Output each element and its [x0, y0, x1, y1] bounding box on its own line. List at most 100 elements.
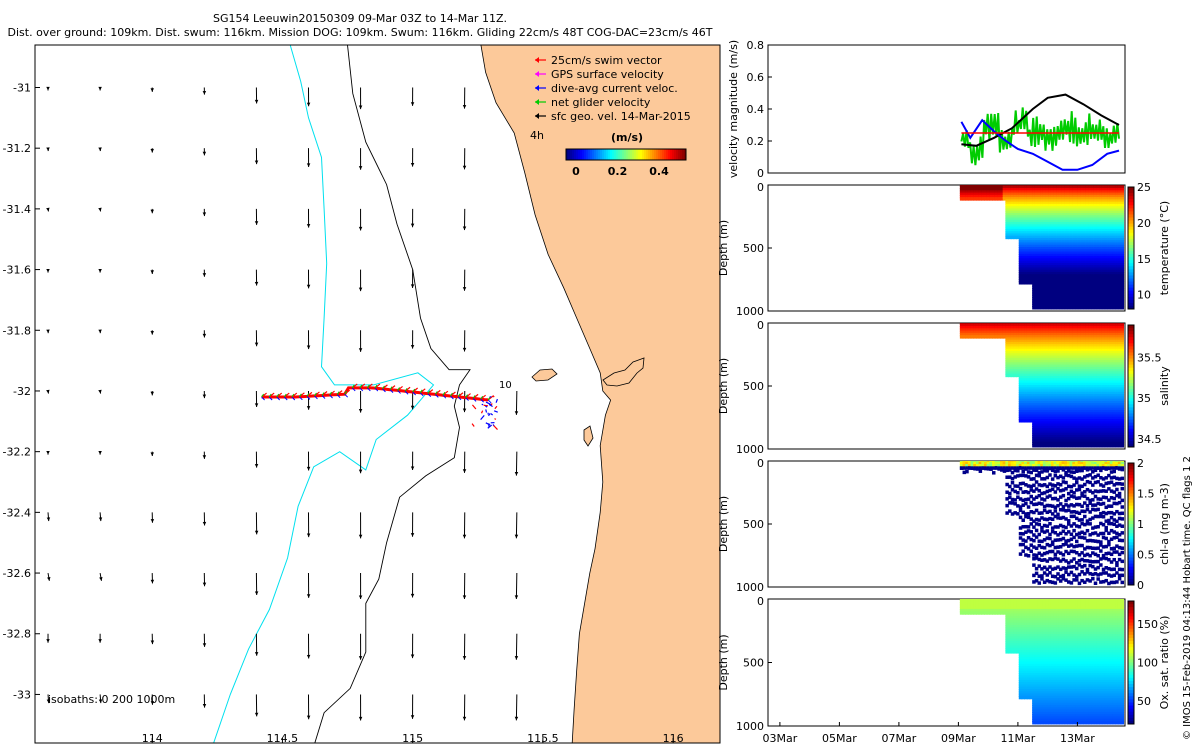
profile-point — [1091, 256, 1095, 260]
profile-point — [1085, 283, 1090, 287]
profile-point — [1099, 375, 1103, 380]
profile-point — [1093, 360, 1098, 364]
profile-point — [1042, 416, 1047, 421]
profile-point — [1037, 233, 1042, 237]
profile-point — [1037, 348, 1042, 353]
profile-point — [1099, 443, 1103, 448]
profile-point — [1008, 350, 1012, 355]
profile-point — [1099, 412, 1103, 416]
profile-point — [1107, 380, 1111, 384]
profile-point — [1080, 375, 1084, 380]
profile-point — [1066, 385, 1071, 389]
profile-point — [1032, 437, 1036, 441]
profile-point — [1117, 294, 1122, 299]
profile-point — [1093, 348, 1098, 353]
profile-point — [1112, 215, 1116, 219]
profile-point — [1040, 382, 1044, 387]
profile-point — [1120, 210, 1125, 215]
profile-point — [1008, 192, 1012, 197]
profile-point — [1107, 208, 1111, 212]
profile-point — [1080, 226, 1084, 231]
profile-point — [1058, 375, 1063, 380]
profile-point — [1064, 222, 1068, 226]
profile-point — [1088, 394, 1092, 398]
profile-point — [1096, 212, 1100, 217]
profile-point — [1085, 330, 1090, 335]
profile-point — [1053, 206, 1058, 210]
profile-point — [1045, 380, 1050, 384]
profile-point — [970, 332, 975, 337]
dive-avg-current-arrow — [450, 395, 454, 400]
profile-point — [1066, 185, 1071, 190]
profile-point — [970, 328, 975, 332]
profile-point — [1018, 240, 1023, 244]
profile-point — [1045, 369, 1050, 373]
profile-point — [1101, 385, 1106, 389]
profile-point — [1029, 373, 1033, 378]
profile-point — [989, 194, 993, 199]
profile-point — [1042, 425, 1047, 430]
profile-point — [1053, 265, 1058, 269]
profile-point — [1080, 428, 1084, 432]
profile-point — [1042, 197, 1047, 201]
profile-point — [1045, 276, 1050, 280]
profile-point — [1050, 419, 1055, 423]
profile-point — [1064, 256, 1068, 260]
profile-point — [1083, 197, 1087, 201]
profile-point — [1064, 337, 1068, 341]
profile-point — [1064, 294, 1068, 299]
profile-point — [1050, 290, 1055, 294]
geo-velocity-arrowhead — [150, 701, 155, 705]
profile-point — [1075, 350, 1079, 355]
profile-point — [1080, 441, 1084, 446]
profile-point — [1064, 231, 1068, 235]
map-colorbar-cell — [596, 149, 599, 160]
profile-point — [1101, 443, 1106, 448]
profile-point — [1021, 258, 1025, 262]
profile-point — [1048, 260, 1052, 265]
map-colorbar-cell — [594, 149, 597, 160]
profile-point — [1034, 203, 1039, 208]
profile-point — [1029, 244, 1033, 249]
profile-point — [1115, 301, 1119, 305]
profile-point — [1112, 210, 1116, 215]
profile-point — [1010, 190, 1015, 194]
profile-point — [1021, 380, 1025, 384]
profile-point — [1099, 437, 1103, 441]
profile-point — [1034, 344, 1039, 348]
profile-point — [1117, 188, 1122, 192]
profile-point — [1088, 323, 1092, 328]
profile-colorbar-cell — [1128, 248, 1134, 252]
profile-point — [1064, 432, 1068, 437]
profile-point — [1008, 210, 1012, 215]
profile-point — [1085, 362, 1090, 366]
profile-point — [1072, 416, 1076, 421]
profile-point — [1064, 292, 1068, 296]
profile-point — [1069, 233, 1074, 237]
profile-point — [1061, 249, 1066, 253]
profile-point — [1064, 423, 1068, 428]
profile-point — [1026, 185, 1031, 190]
profile-point — [1083, 192, 1087, 197]
profile-point — [1037, 437, 1042, 441]
profile-point — [1024, 350, 1028, 355]
profile-point — [1077, 350, 1082, 355]
map-frame — [34, 44, 721, 744]
profile-point — [1040, 262, 1044, 267]
profile-point — [1107, 400, 1111, 405]
profile-point — [1029, 380, 1033, 384]
profile-point — [1085, 353, 1090, 357]
profile-point — [992, 194, 996, 199]
profile-point — [1080, 409, 1084, 414]
profile-point — [1088, 380, 1092, 384]
profile-point — [1101, 412, 1106, 416]
profile-point — [1026, 237, 1031, 242]
profile-point — [1069, 192, 1074, 197]
profile-point — [981, 328, 985, 332]
profile-point — [1066, 366, 1071, 371]
profile-point — [1005, 344, 1009, 348]
profile-point — [1101, 394, 1106, 398]
profile-point — [1034, 423, 1039, 428]
profile-point — [1016, 348, 1020, 353]
profile-point — [1040, 428, 1044, 432]
